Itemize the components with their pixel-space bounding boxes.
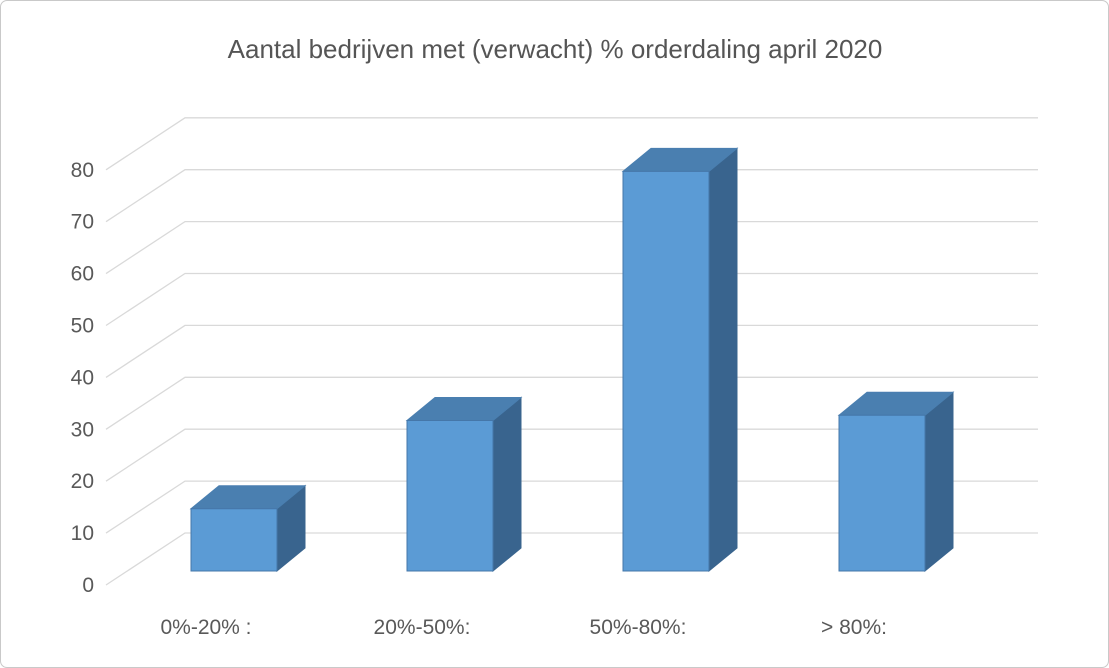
y-tick-label-60: 60 [71, 263, 94, 286]
y-tick-label-30: 30 [71, 418, 94, 441]
x-category-label-3: > 80%: [821, 616, 887, 639]
y-tick-label-40: 40 [71, 366, 94, 389]
bar-side-face [924, 391, 954, 573]
bar-side-face [708, 147, 738, 573]
y-tick-label-80: 80 [71, 159, 94, 182]
bar-front-face [622, 170, 710, 572]
gridline-0 [105, 532, 1038, 586]
y-tick-label-50: 50 [71, 315, 94, 338]
y-tick-label-20: 20 [71, 470, 94, 493]
x-axis-category-labels: 0%-20% : 20%-50%: 50%-80%: > 80%: [160, 616, 887, 639]
bar-0%-20% : [189, 484, 307, 573]
bar-side-face [492, 396, 522, 573]
x-category-label-0: 0%-20% : [160, 616, 251, 639]
bar-> 80%: [837, 391, 955, 573]
y-tick-label-0: 0 [82, 574, 94, 597]
gridline-60 [105, 220, 1038, 275]
bars [189, 147, 955, 573]
gridline-30 [105, 376, 1038, 430]
gridline-20 [105, 428, 1038, 482]
gridlines [105, 117, 1038, 586]
bar-50%-80%: [621, 147, 739, 573]
gridline-10 [105, 480, 1038, 534]
bar-front-face [406, 419, 494, 572]
chart-title: Aantal bedrijven met (verwacht) % orderd… [228, 34, 883, 64]
gridline-40 [105, 324, 1038, 378]
gridline-70 [105, 169, 1038, 223]
gridline-50 [105, 272, 1038, 327]
bar-front-face [838, 414, 926, 572]
y-axis-tick-labels: 0 10 20 30 40 50 60 70 80 [71, 159, 94, 597]
x-category-label-1: 20%-50%: [374, 616, 471, 639]
bar-front-face [190, 508, 278, 572]
y-tick-label-10: 10 [71, 522, 94, 545]
gridline-80 [105, 117, 1038, 171]
y-tick-label-70: 70 [71, 211, 94, 234]
x-category-label-2: 50%-80%: [590, 616, 687, 639]
bar-20%-50%: [405, 396, 523, 573]
